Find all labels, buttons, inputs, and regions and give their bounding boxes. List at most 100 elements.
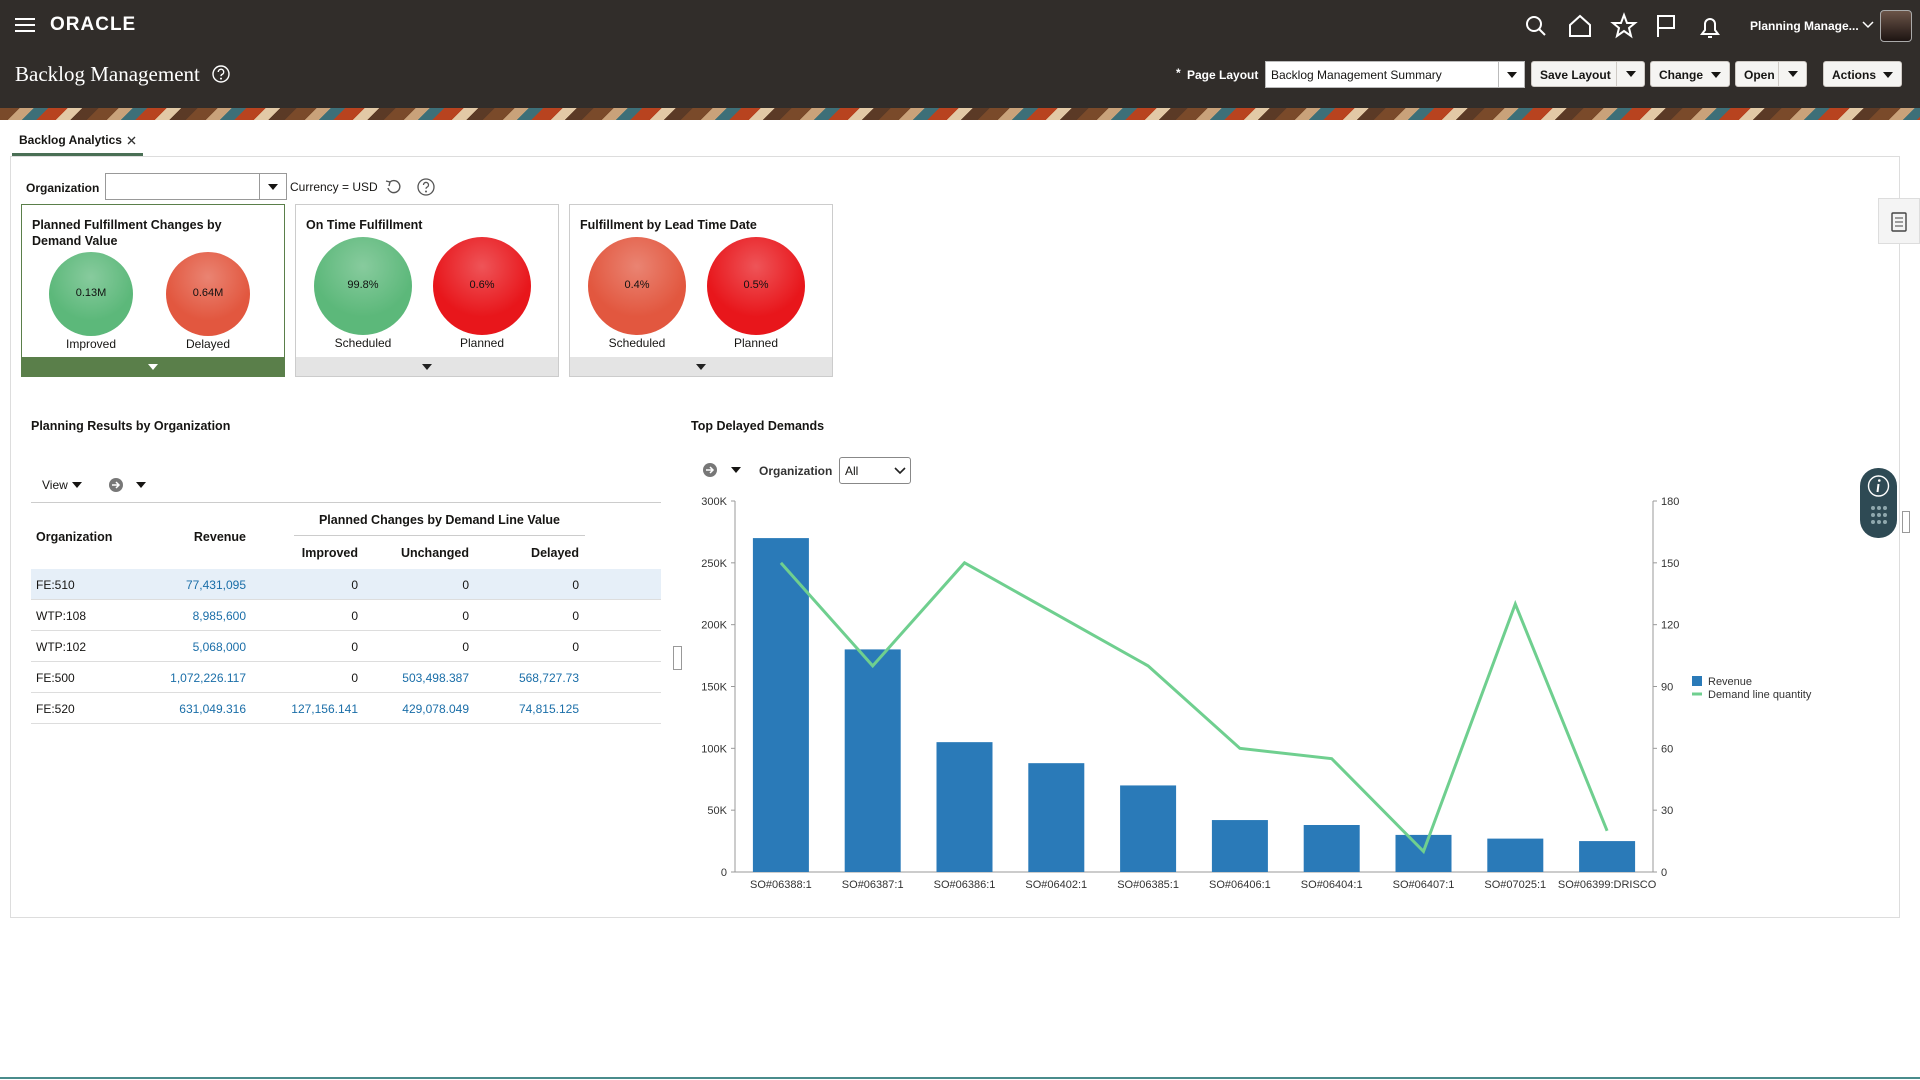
home-icon[interactable]: [1569, 14, 1591, 37]
menu-icon[interactable]: [14, 16, 36, 34]
view-arrow[interactable]: [72, 482, 82, 488]
table-row[interactable]: [31, 662, 661, 693]
search-icon[interactable]: [1526, 16, 1546, 36]
tile[interactable]: Planned Fulfillment Changes by Demand Va…: [21, 204, 285, 377]
tile-circle[interactable]: 0.64M: [166, 252, 250, 336]
table-link[interactable]: 568,727.73: [518, 671, 579, 685]
x-tick-label: SO#06386:1: [934, 879, 996, 891]
chart-filter-select[interactable]: All: [839, 457, 911, 484]
user-avatar[interactable]: [1880, 10, 1912, 42]
x-tick-label: SO#06399:DRISCO: [1558, 879, 1657, 891]
group-underline: [294, 535, 585, 536]
button-label: Actions: [1832, 68, 1877, 82]
bar: [1120, 785, 1177, 872]
view-menu[interactable]: View: [42, 478, 68, 492]
table-link[interactable]: 127,156.141: [291, 702, 358, 716]
header-button[interactable]: Save Layout: [1531, 61, 1645, 87]
assistant-widget[interactable]: [1860, 468, 1897, 538]
page-layout-select[interactable]: Backlog Management Summary: [1265, 61, 1525, 88]
tile-footer[interactable]: [22, 357, 284, 376]
table-link[interactable]: 631,049.316: [179, 702, 246, 716]
go-arrow[interactable]: [731, 467, 741, 473]
tab-label[interactable]: Backlog Analytics: [19, 133, 122, 147]
table-row[interactable]: [31, 569, 661, 600]
tile-circle[interactable]: 0.13M: [49, 252, 133, 336]
user-chevron[interactable]: [1862, 20, 1874, 30]
go-icon[interactable]: [108, 477, 124, 493]
x-tick-label: SO#06407:1: [1393, 879, 1455, 891]
collapse-handle[interactable]: [673, 646, 682, 670]
dropdown-button[interactable]: [1498, 62, 1525, 87]
y-tick-label: 0: [721, 867, 727, 879]
x-tick-label: SO#06402:1: [1025, 879, 1087, 891]
tile-item-label: Planned: [459, 336, 505, 350]
table-row[interactable]: [31, 693, 661, 724]
tile-item-label: Planned: [733, 336, 779, 350]
tile-circle[interactable]: 0.5%: [707, 237, 805, 335]
tile-footer[interactable]: [570, 357, 832, 376]
line: [779, 560, 1609, 855]
column-header: Revenue: [193, 530, 246, 544]
table-row[interactable]: [31, 600, 661, 631]
favorites-icon[interactable]: [1610, 12, 1638, 39]
table-link[interactable]: 8,985,600: [192, 609, 246, 623]
button-label: Open: [1744, 68, 1775, 82]
flag-icon[interactable]: [1657, 15, 1675, 37]
table-cell: 0: [572, 609, 579, 623]
go-icon[interactable]: [702, 462, 718, 478]
y-tick-label: 50K: [707, 805, 727, 817]
header-icons: [1526, 12, 1720, 39]
tile-expand-arrow: [696, 364, 706, 370]
header-button[interactable]: Change: [1650, 61, 1730, 87]
y-tick-label: 200K: [701, 620, 727, 632]
help-icon[interactable]: [417, 178, 435, 196]
page-title: Backlog Management: [15, 62, 200, 86]
header-button[interactable]: Actions: [1823, 61, 1902, 87]
content-panel: [10, 156, 1900, 918]
notifications-icon[interactable]: [1700, 18, 1720, 38]
tile-circle[interactable]: 0.4%: [588, 237, 686, 335]
button-dropdown[interactable]: [1616, 61, 1645, 87]
column-header: Unchanged: [400, 546, 469, 560]
header: [0, 0, 1920, 108]
user-name[interactable]: Planning Manage...: [1750, 19, 1859, 33]
y-tick-label: 150K: [701, 682, 727, 694]
bar: [1579, 841, 1636, 872]
x-tick-label: SO#06404:1: [1301, 879, 1363, 891]
dropdown-arrow: [1788, 71, 1798, 77]
table-link[interactable]: 429,078.049: [402, 702, 469, 716]
x-tick-label: SO#06406:1: [1209, 879, 1271, 891]
table-link[interactable]: 1,072,226.117: [170, 671, 246, 685]
table-link[interactable]: 503,498.387: [402, 671, 469, 685]
table-link[interactable]: 74,815.125: [518, 702, 579, 716]
tab-close[interactable]: [127, 136, 136, 145]
table-cell: 0: [462, 578, 469, 592]
help-icon[interactable]: [211, 64, 231, 84]
dropdown-button[interactable]: [259, 174, 287, 199]
page-layout-value: Backlog Management Summary: [1271, 68, 1442, 82]
y2-tick-label: 90: [1661, 682, 1673, 694]
organization-select[interactable]: [105, 173, 287, 200]
tile-circle[interactable]: 0.6%: [433, 237, 531, 335]
x-tick-label: SO#06387:1: [842, 879, 904, 891]
tile-value: 0.4%: [624, 279, 650, 291]
button-label: Change: [1659, 68, 1704, 82]
tile-circle[interactable]: 99.8%: [314, 237, 412, 335]
y2-tick-label: 180: [1661, 496, 1679, 508]
side-panel-toggle[interactable]: [1878, 198, 1920, 244]
table-row[interactable]: [31, 631, 661, 662]
widget-handle[interactable]: [1902, 511, 1910, 533]
go-arrow[interactable]: [136, 482, 146, 488]
tile[interactable]: Fulfillment by Lead Time Date 0.4% Schedul…: [569, 204, 833, 377]
header-button[interactable]: Open: [1735, 61, 1807, 87]
bar: [1303, 825, 1360, 872]
table-link[interactable]: 77,431,095: [185, 578, 246, 592]
chart-title: Top Delayed Demands: [691, 419, 825, 433]
table-link[interactable]: 5,068,000: [192, 640, 246, 654]
tile-footer[interactable]: [296, 357, 558, 376]
bar: [844, 649, 901, 872]
panel-icon: [1891, 212, 1907, 232]
refresh-icon[interactable]: [385, 179, 401, 194]
tile[interactable]: On Time Fulfillment 99.8% Scheduled 0.6% Pla…: [295, 204, 559, 377]
button-dropdown[interactable]: [1778, 61, 1807, 87]
